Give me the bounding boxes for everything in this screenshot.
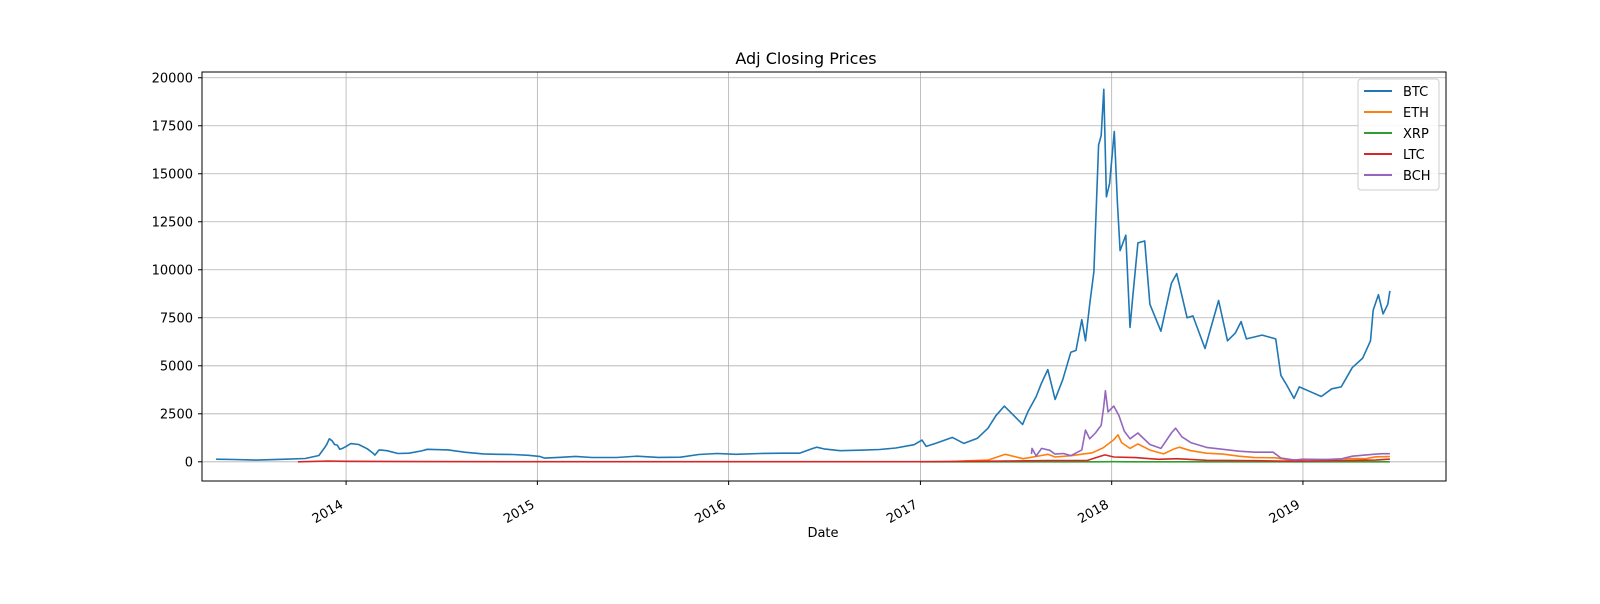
x-tick-label: 2015 (501, 497, 537, 527)
y-tick-label: 17500 (152, 119, 193, 134)
y-tick-label: 12500 (152, 215, 193, 230)
legend-label-xrp: XRP (1403, 127, 1429, 142)
x-axis-label: Date (807, 526, 838, 541)
y-tick-label: 10000 (152, 263, 193, 278)
y-tick-label: 20000 (152, 71, 193, 86)
legend-label-bch: BCH (1403, 169, 1431, 184)
series-lines (216, 89, 1390, 462)
legend: BTC ETH XRP LTC BCH (1358, 79, 1439, 190)
series-line-eth (951, 435, 1390, 462)
x-tick-label: 2016 (692, 497, 728, 527)
grid-lines (202, 72, 1446, 481)
y-tick-label: 15000 (152, 167, 193, 182)
x-axis-ticks: 2014 2015 2016 2017 2018 2019 (310, 481, 1303, 527)
chart-title: Adj Closing Prices (735, 49, 876, 68)
y-tick-label: 0 (185, 455, 193, 470)
y-axis-ticks: 0 2500 5000 7500 10000 12500 15000 17500 20000 (152, 71, 202, 470)
x-tick-label: 2019 (1267, 497, 1303, 527)
series-line-btc (216, 89, 1390, 460)
plot-frame (202, 72, 1446, 481)
series-line-bch (1032, 391, 1390, 460)
y-tick-label: 5000 (160, 359, 193, 374)
legend-label-eth: ETH (1403, 106, 1429, 121)
x-tick-label: 2014 (310, 497, 346, 527)
series-line-ltc (298, 455, 1390, 462)
y-tick-label: 7500 (160, 311, 193, 326)
x-tick-label: 2017 (884, 497, 920, 527)
legend-label-ltc: LTC (1403, 148, 1425, 163)
legend-label-btc: BTC (1403, 85, 1428, 100)
y-tick-label: 2500 (160, 407, 193, 422)
x-tick-label: 2018 (1076, 497, 1112, 527)
